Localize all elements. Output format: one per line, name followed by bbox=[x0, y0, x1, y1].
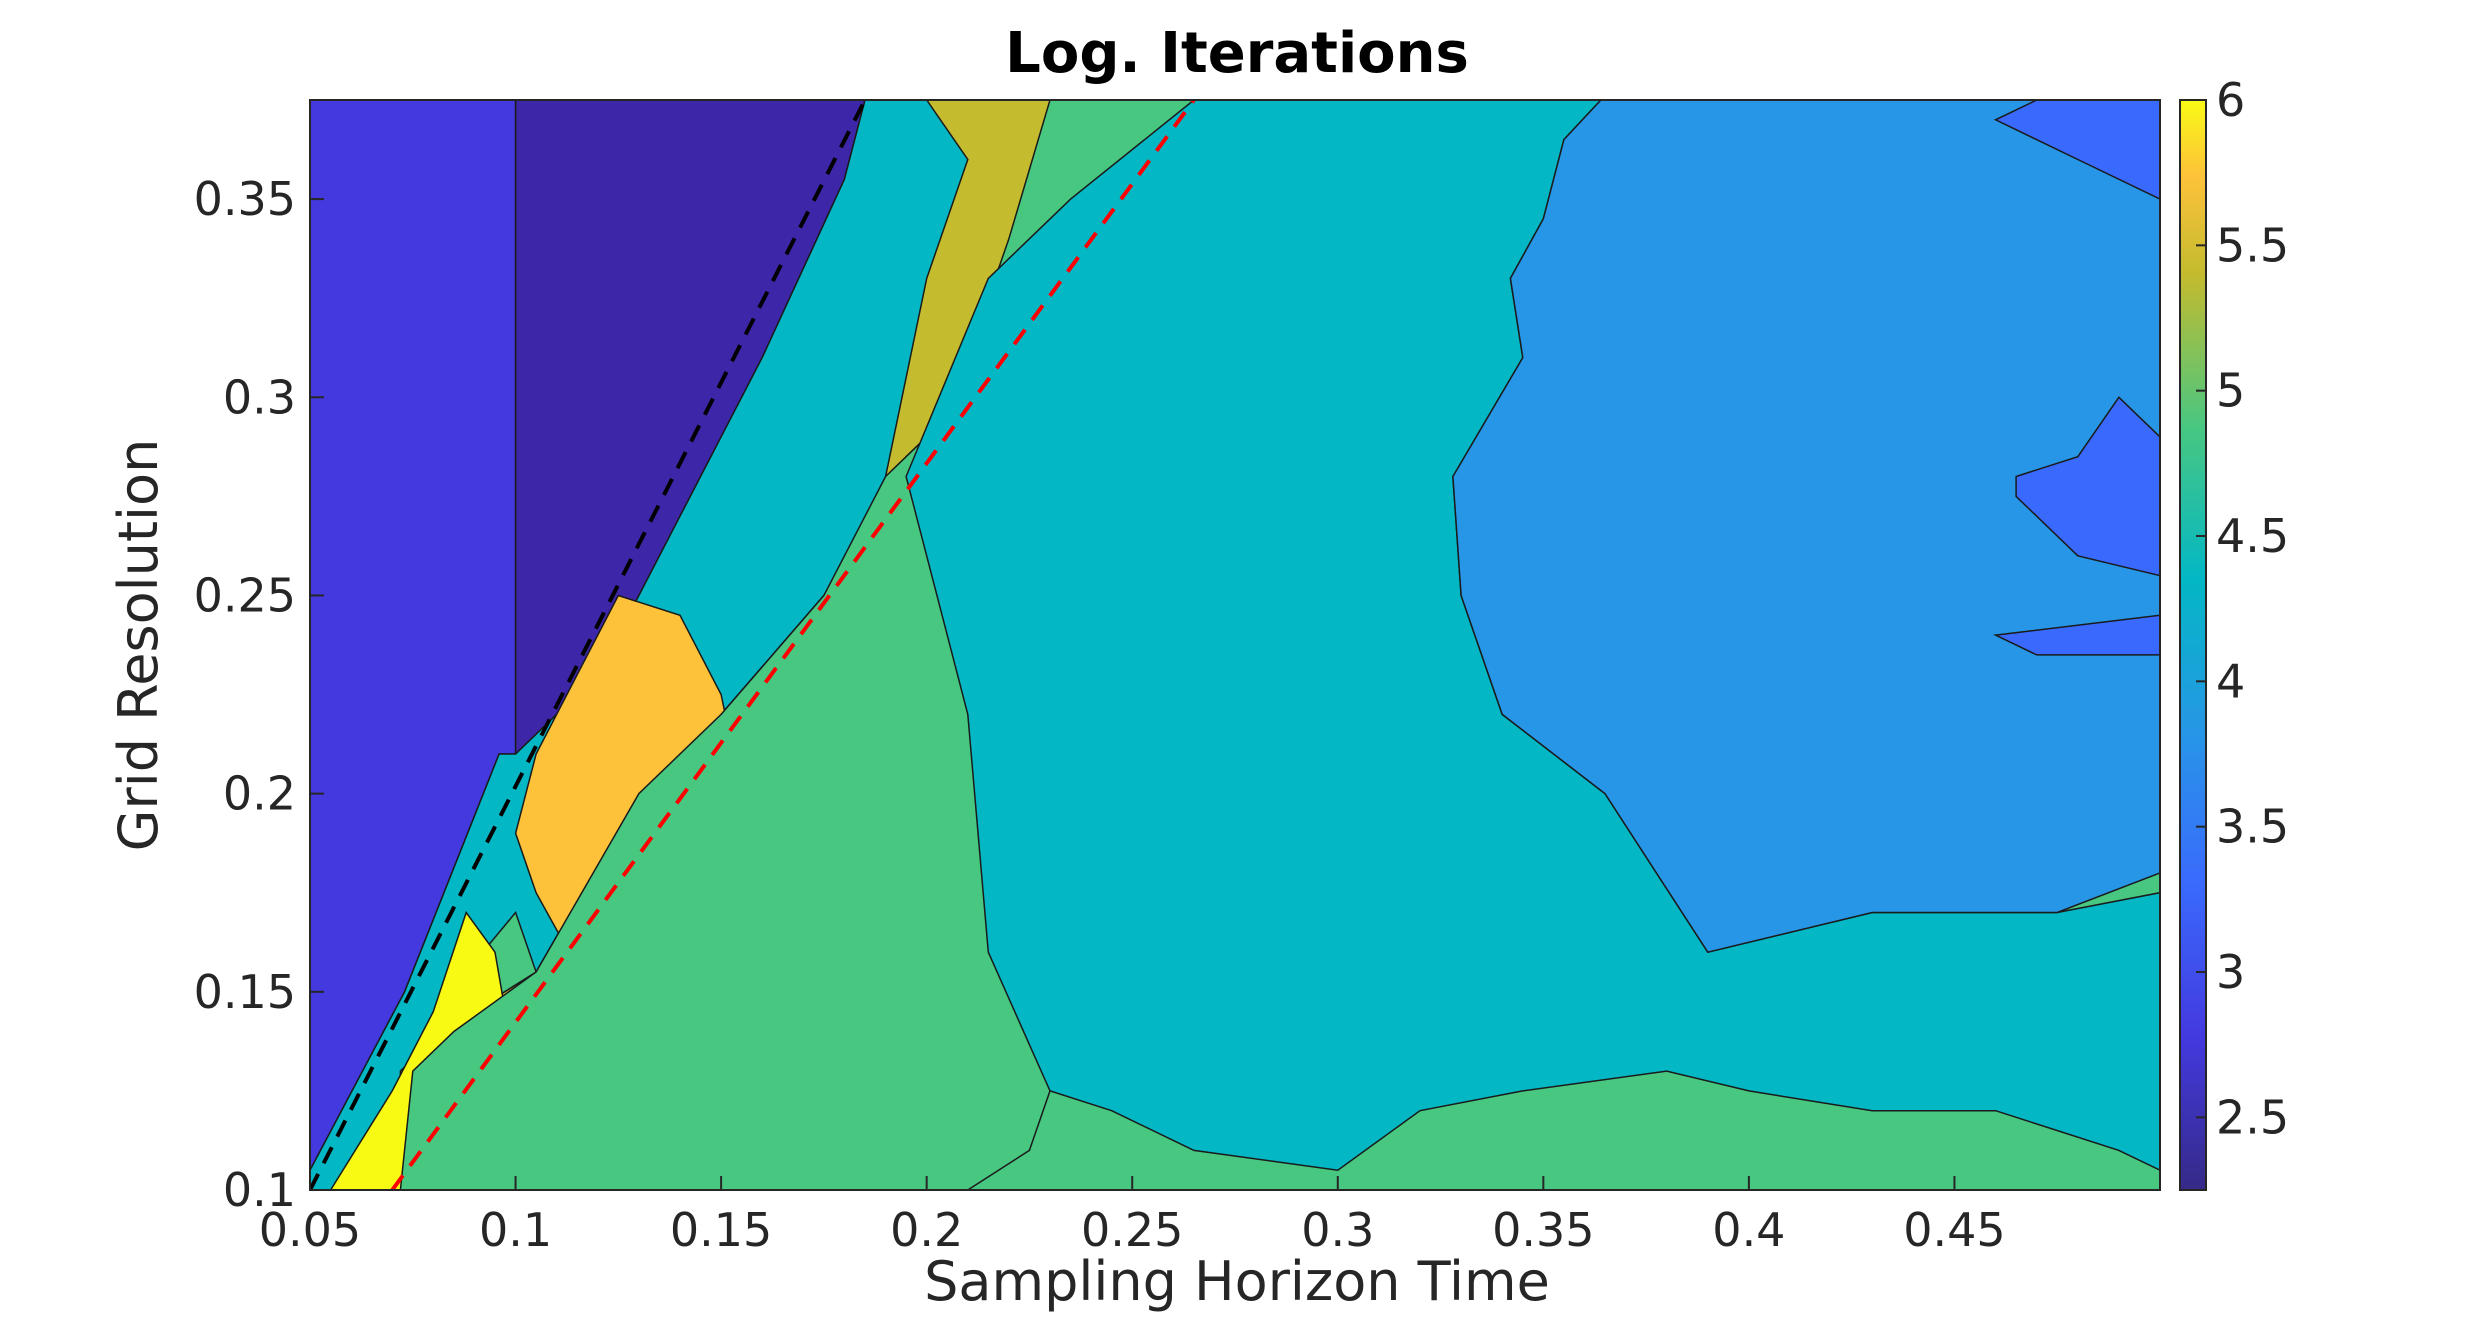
colorbar-tick-label: 5 bbox=[2216, 364, 2245, 418]
boundary-lines bbox=[310, 100, 1196, 1190]
x-tick-label: 0.35 bbox=[1492, 1203, 1594, 1257]
y-tick-label: 0.15 bbox=[194, 965, 296, 1019]
x-tick-label: 0.1 bbox=[479, 1203, 552, 1257]
contour-region-10 bbox=[2015, 396, 2160, 577]
colorbar-gradient bbox=[2179, 99, 2207, 1191]
x-tick-label: 0.05 bbox=[259, 1203, 361, 1257]
x-tick-label: 0.45 bbox=[1903, 1203, 2005, 1257]
colorbar-ticks: 2.5 3 3.5 4 4.5 5 5.5 6 bbox=[2196, 73, 2289, 1144]
y-tick-label: 0.25 bbox=[194, 568, 296, 622]
x-tick-label: 0.2 bbox=[890, 1203, 963, 1257]
plot-frame bbox=[309, 99, 2161, 1191]
colorbar-tick-label: 4.5 bbox=[2216, 509, 2289, 563]
chart-title: Log. Iterations bbox=[1005, 21, 1469, 86]
colorbar-tick-label: 6 bbox=[2216, 73, 2245, 127]
colorbar-tick-label: 3.5 bbox=[2216, 800, 2289, 854]
y-tick-label: 0.3 bbox=[223, 370, 296, 424]
y-tick-label: 0.35 bbox=[194, 172, 296, 226]
x-tick-label: 0.15 bbox=[670, 1203, 772, 1257]
x-tick-label: 0.3 bbox=[1301, 1203, 1374, 1257]
y-axis: 0.1 0.15 0.2 0.25 0.3 0.35 bbox=[194, 172, 324, 1217]
contour-region-8 bbox=[1452, 100, 2160, 954]
x-tick-label: 0.4 bbox=[1712, 1203, 1785, 1257]
x-tick-label: 0.25 bbox=[1081, 1203, 1183, 1257]
boundary-line-red-dashed bbox=[390, 100, 1196, 1190]
x-axis: 0.05 0.1 0.15 0.2 0.25 0.3 0.35 0.4 0.45 bbox=[259, 1176, 2006, 1257]
y-tick-label: 0.2 bbox=[223, 767, 296, 821]
boundary-line-black-dashed bbox=[310, 100, 867, 1190]
plot-area bbox=[310, 100, 2160, 1190]
colorbar-tick-label: 4 bbox=[2216, 654, 2245, 708]
colorbar-tick-label: 5.5 bbox=[2216, 218, 2289, 272]
x-axis-label: Sampling Horizon Time bbox=[924, 1250, 1550, 1313]
y-axis-label: Grid Resolution bbox=[107, 439, 170, 852]
y-tick-label: 0.1 bbox=[223, 1163, 296, 1217]
contour-region-11 bbox=[1992, 614, 2160, 656]
contour-regions bbox=[310, 100, 2160, 1190]
contour-region-9 bbox=[1993, 100, 2160, 200]
colorbar-tick-label: 2.5 bbox=[2216, 1090, 2289, 1144]
colorbar: 2.5 3 3.5 4 4.5 5 5.5 6 bbox=[2179, 73, 2289, 1191]
colorbar-tick-label: 3 bbox=[2216, 945, 2245, 999]
